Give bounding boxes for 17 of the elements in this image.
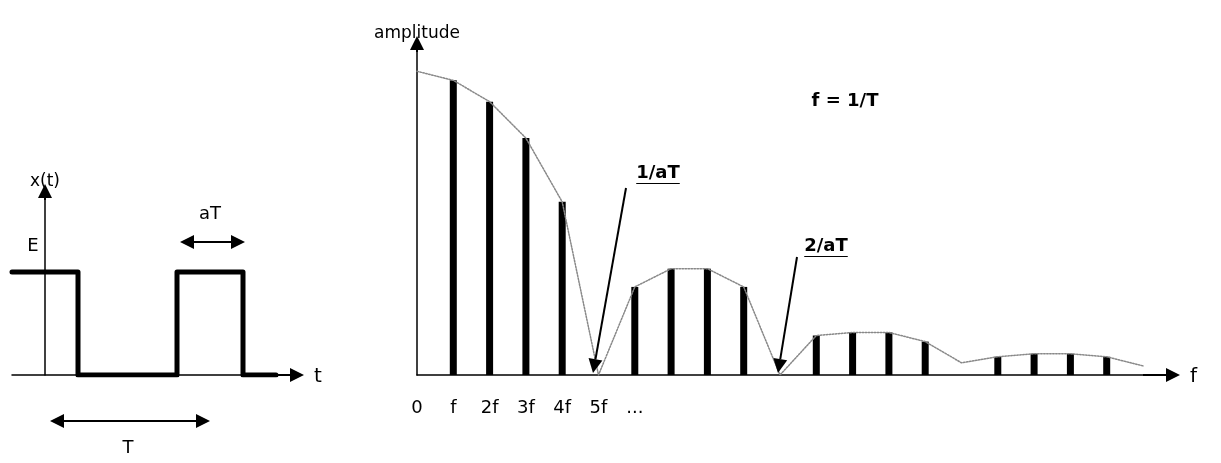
x-tick-label: 5f bbox=[589, 395, 609, 417]
x-tick-label: 3f bbox=[517, 395, 536, 417]
x-axis-title: f bbox=[1190, 363, 1198, 387]
annotation: 1/aT bbox=[636, 161, 680, 182]
x-tick-label: f bbox=[450, 395, 458, 417]
text: E bbox=[27, 234, 39, 255]
text: T bbox=[122, 436, 134, 457]
y-axis-title: x(t) bbox=[30, 169, 60, 190]
x-tick-label: 4f bbox=[553, 395, 572, 417]
text: aT bbox=[198, 202, 222, 223]
x-tick-label: 0 bbox=[411, 395, 423, 417]
annotation: f = 1/T bbox=[811, 89, 879, 110]
annotation: 2/aT bbox=[804, 234, 848, 255]
x-axis-title: t bbox=[314, 363, 322, 387]
x-tick-label: ... bbox=[626, 395, 644, 417]
y-axis-title: amplitude bbox=[374, 21, 460, 42]
x-tick-label: 2f bbox=[480, 395, 500, 417]
